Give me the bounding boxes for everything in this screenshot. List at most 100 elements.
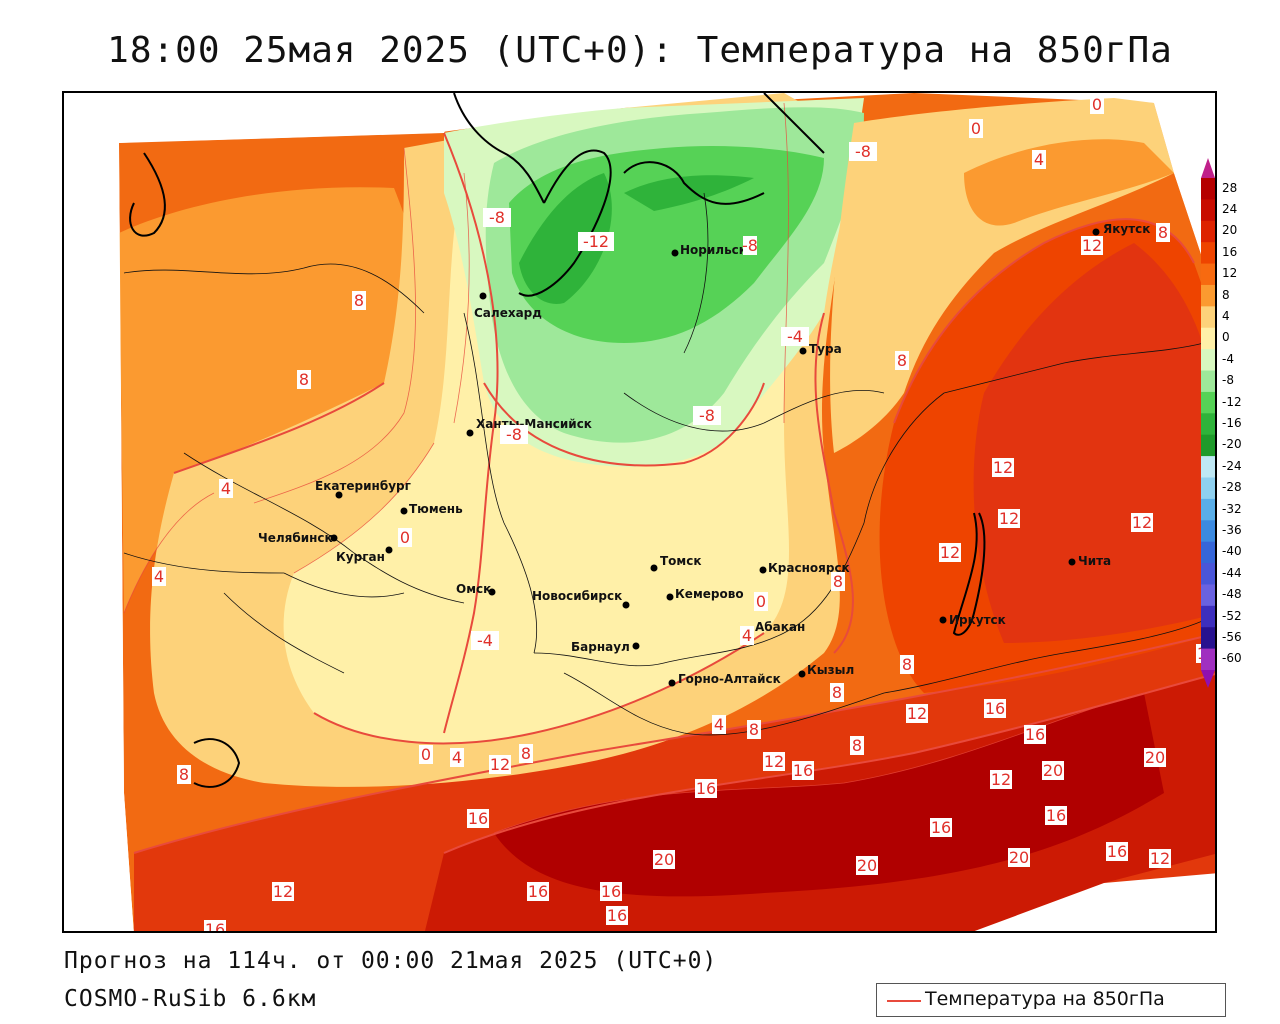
svg-text:8: 8 [833, 572, 843, 591]
city-kemerovo: Кемерово [666, 587, 744, 601]
colorbar-swatch [1201, 306, 1215, 329]
city-ekaterinburg: Екатеринбург [315, 479, 411, 499]
colorbar-swatch [1201, 434, 1215, 457]
colorbar-swatch [1201, 520, 1215, 543]
legend-label: Температура на 850гПа [925, 988, 1165, 1010]
svg-text:16: 16 [793, 761, 813, 780]
city-tomsk: Томск [650, 554, 702, 572]
map-canvas: Якутск Норильск Салехард Тура Ханты-Манс… [64, 93, 1215, 933]
svg-text:Якутск: Якутск [1103, 222, 1150, 236]
svg-text:12: 12 [490, 755, 510, 774]
svg-text:4: 4 [452, 748, 462, 767]
colorbar-swatch [1201, 627, 1215, 650]
colorbar-tick: 28 [1222, 180, 1238, 195]
svg-text:0: 0 [971, 119, 981, 138]
svg-text:Красноярск: Красноярск [768, 561, 850, 575]
colorbar-tick: 8 [1222, 287, 1230, 302]
colorbar-tick: 20 [1222, 223, 1238, 238]
svg-text:20: 20 [1145, 748, 1165, 767]
svg-text:0: 0 [421, 745, 431, 764]
svg-text:-8: -8 [489, 208, 505, 227]
svg-text:Салехард: Салехард [474, 306, 542, 320]
svg-text:-4: -4 [787, 327, 803, 346]
colorbar-tick: -8 [1222, 373, 1234, 388]
svg-text:12: 12 [940, 543, 960, 562]
model-info: COSMO-RuSib 6.6км [64, 986, 317, 1012]
colorbar-swatch [1201, 178, 1215, 200]
colorbar-svg [1201, 158, 1215, 688]
svg-text:12: 12 [1150, 849, 1170, 868]
colorbar-tick: -52 [1222, 608, 1242, 623]
city-salekhard: Салехард [474, 292, 542, 320]
svg-text:Кемерово: Кемерово [675, 587, 744, 601]
svg-text:-4: -4 [477, 631, 493, 650]
colorbar-swatch [1201, 391, 1215, 414]
colorbar-tick: -4 [1222, 351, 1234, 366]
colorbar-swatch [1201, 242, 1215, 265]
city-chelyabinsk: Челябинск [258, 531, 338, 545]
city-irkutsk: Иркутск [939, 613, 1006, 627]
svg-text:20: 20 [857, 856, 877, 875]
svg-text:Норильск: Норильск [680, 243, 747, 257]
city-yakutsk: Якутск [1092, 222, 1150, 236]
city-gorno-altaysk: Горно-Алтайск [668, 672, 781, 687]
svg-text:12: 12 [993, 458, 1013, 477]
svg-text:12: 12 [1132, 513, 1152, 532]
svg-text:-8: -8 [699, 406, 715, 425]
svg-text:0: 0 [400, 528, 410, 547]
colorbar-tick: 16 [1222, 244, 1238, 259]
svg-text:8: 8 [749, 720, 759, 739]
svg-text:Курган: Курган [336, 550, 385, 564]
svg-text:Чита: Чита [1078, 554, 1111, 568]
temperature-colorbar [1199, 158, 1279, 688]
colorbar-swatch [1201, 498, 1215, 521]
svg-text:4: 4 [714, 715, 724, 734]
city-tyumen: Тюмень [400, 502, 463, 516]
svg-text:Ханты-Мансийск: Ханты-Мансийск [476, 417, 592, 431]
svg-text:16: 16 [601, 882, 621, 901]
svg-text:16: 16 [205, 920, 225, 933]
svg-text:16: 16 [1107, 842, 1127, 861]
temperature-map[interactable]: Якутск Норильск Салехард Тура Ханты-Манс… [62, 91, 1217, 933]
colorbar-tick: -20 [1222, 437, 1242, 452]
svg-text:8: 8 [832, 683, 842, 702]
svg-text:Томск: Томск [660, 554, 702, 568]
svg-text:-8: -8 [506, 425, 522, 444]
colorbar-swatch [1201, 263, 1215, 286]
colorbar-tick: 0 [1222, 330, 1230, 345]
svg-text:Горно-Алтайск: Горно-Алтайск [678, 672, 781, 686]
svg-text:16: 16 [607, 906, 627, 925]
svg-text:Абакан: Абакан [755, 620, 805, 634]
svg-text:8: 8 [852, 736, 862, 755]
svg-text:4: 4 [221, 479, 231, 498]
colorbar-min-arrow [1201, 670, 1215, 688]
svg-text:12: 12 [907, 704, 927, 723]
svg-text:16: 16 [931, 818, 951, 837]
city-abakan: Абакан [745, 620, 805, 636]
colorbar-tick: -32 [1222, 501, 1242, 516]
svg-text:0: 0 [756, 592, 766, 611]
svg-text:4: 4 [742, 626, 752, 645]
colorbar-tick: -36 [1222, 522, 1242, 537]
svg-text:Екатеринбург: Екатеринбург [315, 479, 411, 493]
svg-text:-12: -12 [583, 232, 609, 251]
svg-text:8: 8 [897, 351, 907, 370]
colorbar-tick: -56 [1222, 629, 1242, 644]
colorbar-swatch [1201, 284, 1215, 307]
colorbar-tick: -60 [1222, 651, 1242, 666]
svg-text:Новосибирск: Новосибирск [532, 589, 622, 603]
map-title: 18:00 25мая 2025 (UTC+0): Температура на… [107, 30, 1173, 71]
colorbar-tick: -28 [1222, 480, 1242, 495]
legend-line-swatch [887, 1000, 921, 1002]
svg-text:Иркутск: Иркутск [949, 613, 1006, 627]
svg-text:8: 8 [179, 765, 189, 784]
colorbar-tick: -48 [1222, 587, 1242, 602]
colorbar-tick: 4 [1222, 309, 1230, 324]
colorbar-tick: -16 [1222, 416, 1242, 430]
svg-text:0: 0 [1092, 95, 1102, 114]
legend: Температура на 850гПа [876, 983, 1226, 1017]
svg-text:20: 20 [1043, 761, 1063, 780]
svg-text:Барнаул: Барнаул [571, 640, 630, 654]
svg-text:16: 16 [1025, 725, 1045, 744]
city-omsk: Омск [456, 582, 496, 596]
